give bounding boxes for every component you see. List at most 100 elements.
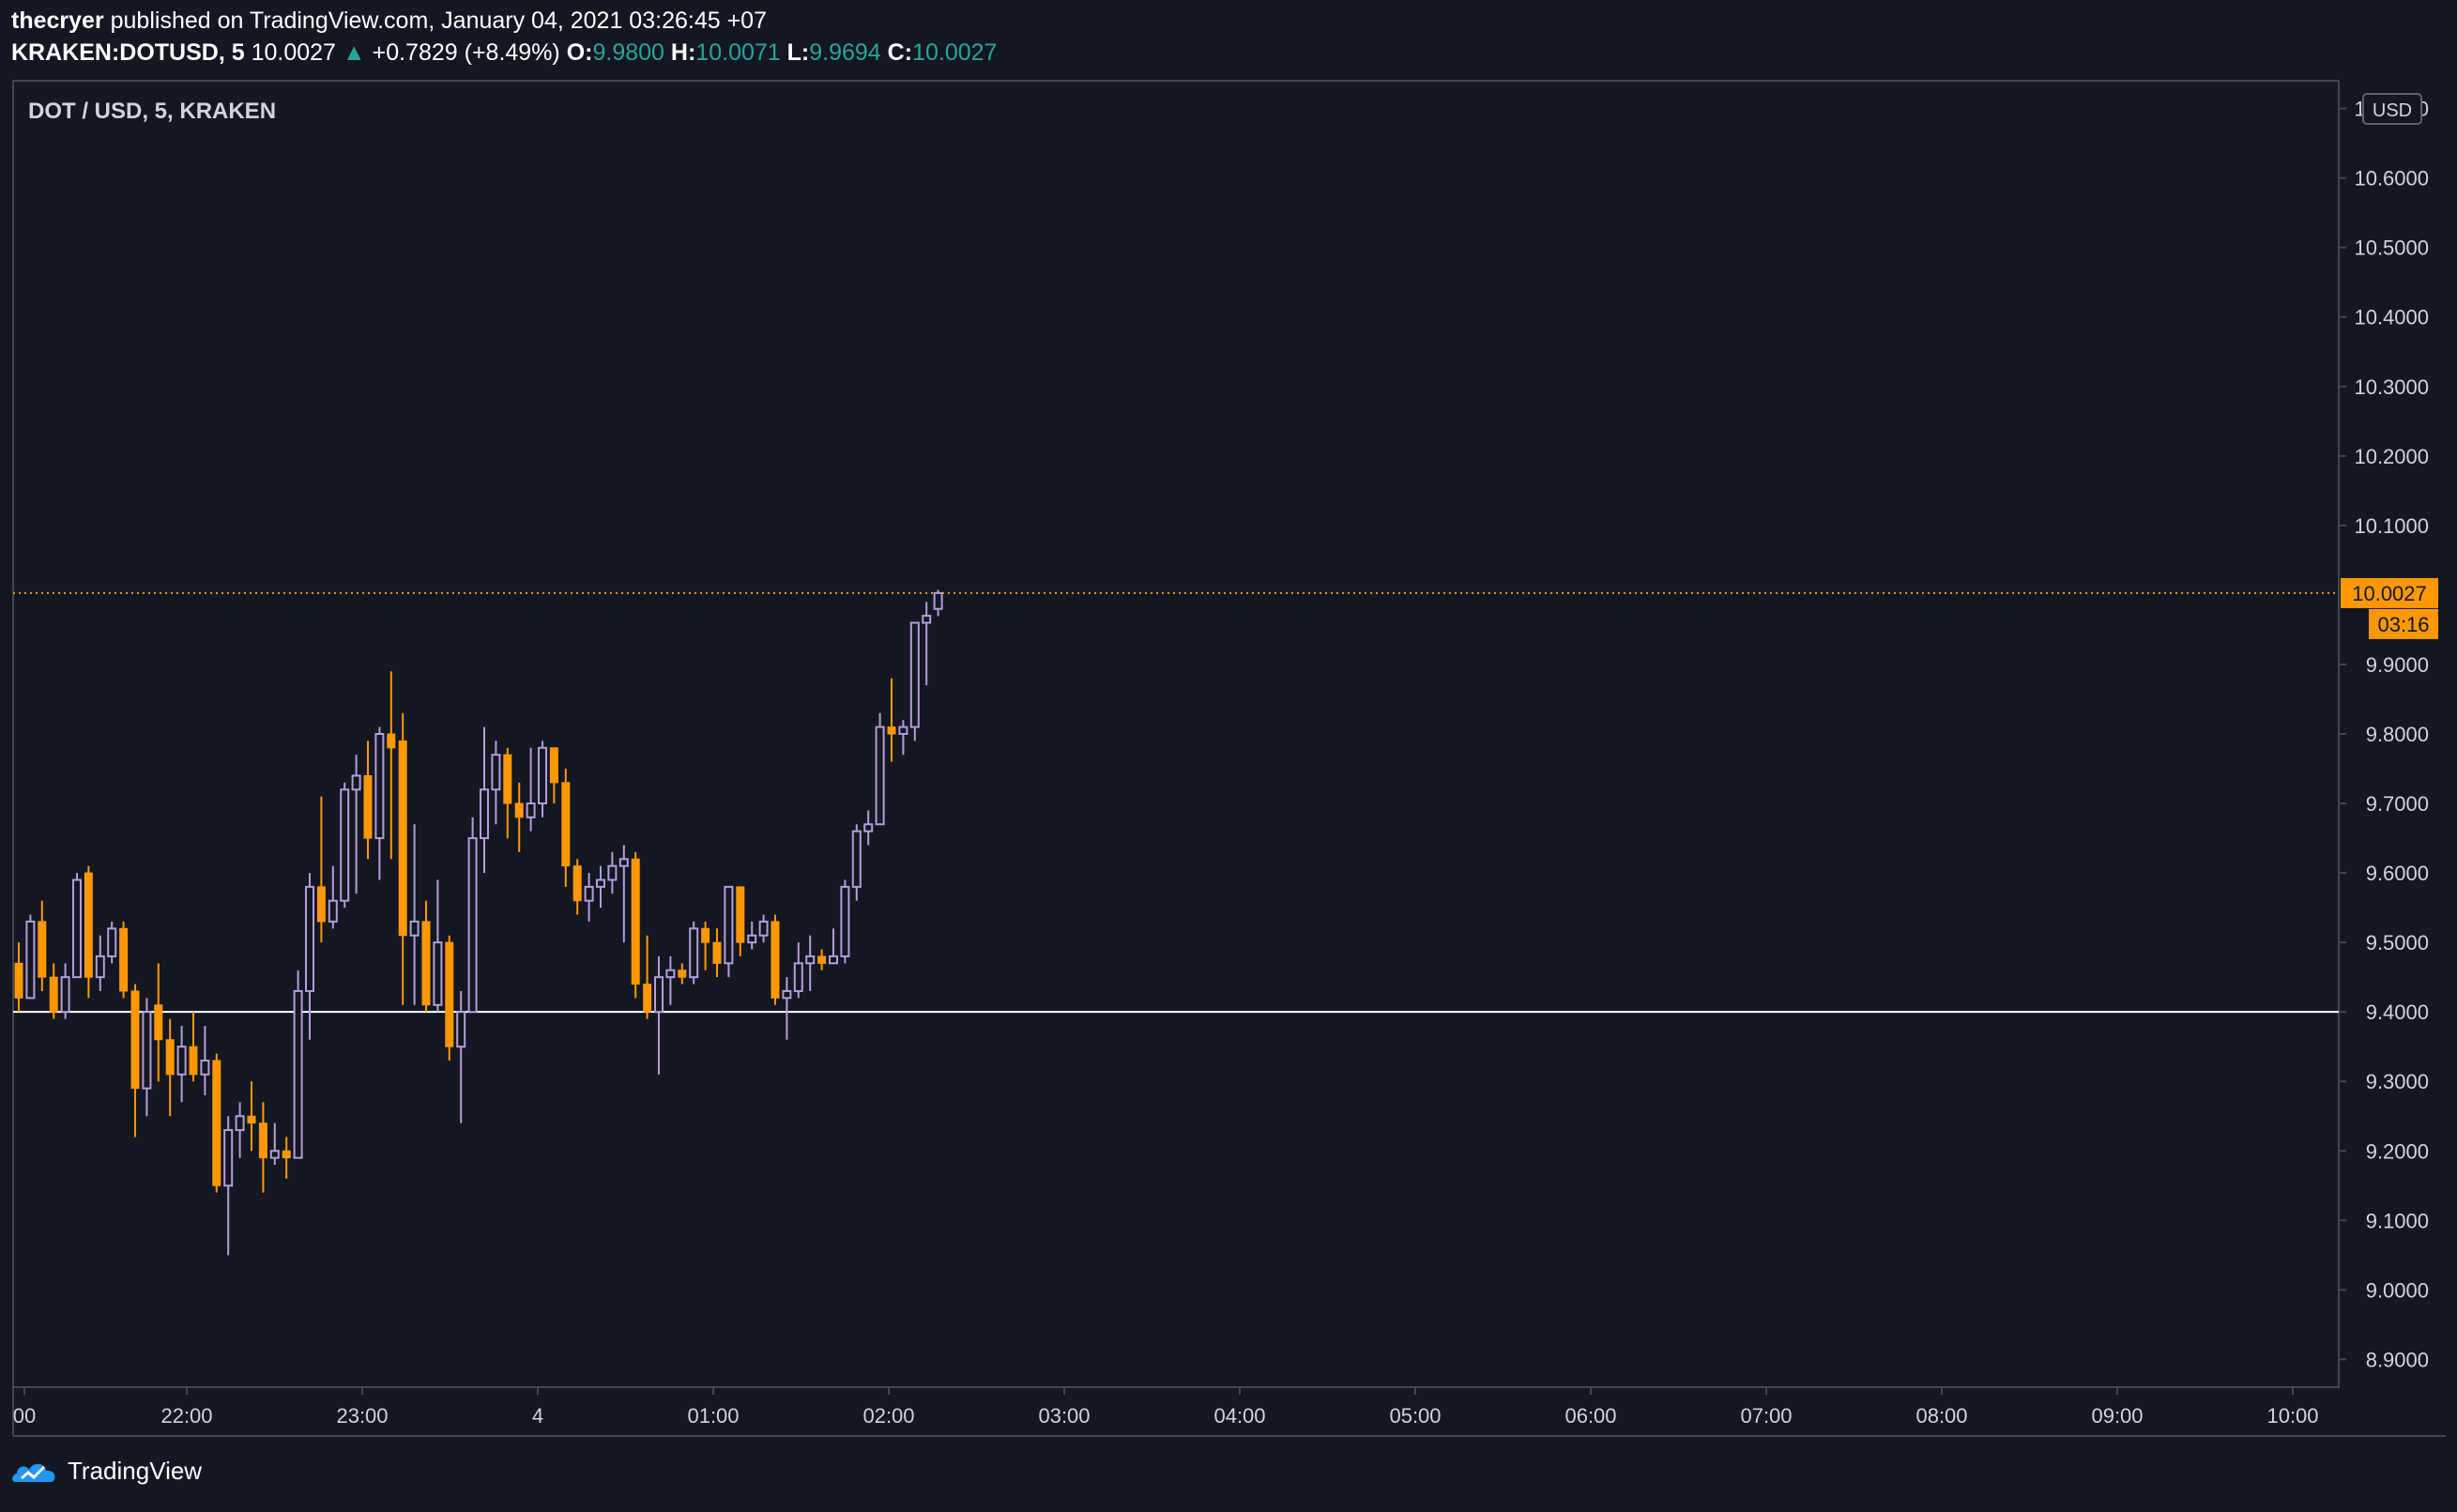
candle-body-up: [689, 927, 699, 979]
candle-body-up: [724, 885, 734, 965]
candle-body-up: [933, 591, 943, 610]
candle-body-down: [701, 927, 710, 943]
low-label: L:: [786, 39, 810, 66]
last-price: 10.0027: [251, 39, 336, 66]
y-tick-label: 10.5000: [2354, 237, 2429, 260]
candle-body-down: [119, 927, 129, 992]
y-tick-label: 9.7000: [2366, 792, 2429, 816]
candle-body-down: [14, 962, 23, 999]
candle-body-down: [212, 1060, 221, 1186]
candle-body-up: [60, 976, 70, 1014]
y-tick-label: 9.9000: [2366, 653, 2429, 677]
candle-body-up: [584, 885, 594, 902]
candle-body-down: [84, 872, 93, 978]
author-name[interactable]: thecryer: [11, 8, 104, 34]
candle-body-up: [829, 955, 838, 965]
low-value: 9.9694: [809, 39, 881, 66]
x-tick-label: 04:00: [1213, 1404, 1265, 1428]
x-tick-label: 01:00: [687, 1404, 739, 1428]
candle-body-up: [805, 955, 816, 965]
x-tick-label: 00: [13, 1404, 36, 1428]
open-label: O:: [566, 39, 593, 66]
candle-body-up: [456, 1011, 466, 1048]
tradingview-footer[interactable]: TradingView: [11, 1457, 202, 1486]
candle-body-down: [712, 941, 722, 964]
up-arrow-icon: ▲: [342, 39, 366, 66]
candle-body-down: [154, 1004, 163, 1041]
x-tick-label: 03:00: [1038, 1404, 1090, 1428]
x-tick-label: 23:00: [336, 1404, 388, 1428]
candle-body-down: [398, 740, 407, 937]
y-tick-label: 9.8000: [2366, 723, 2429, 746]
candle-body-down: [130, 990, 140, 1090]
candle-body-down: [572, 865, 582, 902]
candle-body-down: [631, 858, 640, 985]
candle-body-up: [607, 864, 618, 881]
candle-body-up: [235, 1115, 245, 1132]
y-tick-label: 10.2000: [2354, 445, 2429, 468]
candle-body-down: [258, 1123, 267, 1159]
countdown-label: 03:16: [2377, 613, 2429, 636]
candle-body-up: [269, 1150, 280, 1159]
candle-body-down: [643, 984, 652, 1013]
candle-body-up: [782, 989, 792, 1000]
x-tick-label: 07:00: [1740, 1404, 1792, 1428]
close-label: C:: [887, 39, 913, 66]
open-value: 9.9800: [592, 39, 664, 66]
candle-body-down: [49, 976, 58, 1013]
candle-body-up: [618, 858, 629, 867]
candle-body-up: [95, 955, 105, 979]
y-tick-label: 10.3000: [2354, 375, 2429, 399]
candle-body-down: [887, 726, 896, 735]
publish-info: thecryer published on TradingView.com, J…: [11, 8, 767, 35]
candle-body-down: [817, 955, 827, 964]
y-tick-label: 10.4000: [2354, 306, 2429, 329]
symbol-legend: KRAKEN:DOTUSD, 5 10.0027 ▲ +0.7829 (+8.4…: [11, 39, 997, 67]
y-tick-label: 9.3000: [2366, 1070, 2429, 1093]
candle-body-up: [107, 927, 117, 957]
candle-body-up: [293, 989, 303, 1159]
candle-body-down: [282, 1150, 291, 1159]
candle-body-down: [247, 1115, 256, 1124]
price-change: +0.7829 (+8.49%): [372, 39, 560, 66]
candle-body-down: [38, 921, 47, 978]
currency-label: USD: [2373, 100, 2412, 121]
candle-body-up: [526, 802, 536, 818]
candle-body-up: [340, 788, 350, 902]
candle-body-up: [142, 1011, 152, 1090]
candle-body-up: [793, 962, 803, 992]
x-tick-label: 05:00: [1389, 1404, 1441, 1428]
candle-body-down: [445, 941, 454, 1047]
candle-body-up: [851, 830, 862, 888]
candle-body-up: [922, 615, 932, 624]
candle-body-up: [491, 754, 501, 791]
candle-body-up: [374, 733, 385, 840]
candle-body-up: [328, 899, 338, 923]
currency-badge: [2362, 93, 2422, 125]
x-tick-label: 10:00: [2266, 1404, 2318, 1428]
high-value: 10.0071: [695, 39, 781, 66]
candle-body-up: [467, 837, 478, 1014]
candle-body-up: [840, 885, 850, 957]
candle-body-down: [736, 886, 745, 943]
candle-body-up: [654, 976, 664, 1014]
candle-body-up: [305, 885, 314, 992]
candle-body-up: [875, 725, 885, 826]
tradingview-brand: TradingView: [68, 1457, 203, 1485]
countdown-badge: [2369, 608, 2438, 639]
candle-body-down: [421, 921, 431, 1006]
published-text: published on TradingView.com, January 04…: [110, 8, 767, 34]
x-tick-label: 02:00: [862, 1404, 914, 1428]
candle-body-up: [433, 941, 443, 1006]
candle-body-up: [596, 878, 605, 888]
y-tick-label: 9.4000: [2366, 1000, 2429, 1024]
candle-body-up: [351, 774, 361, 791]
candle-body-down: [316, 886, 326, 923]
candle-body-up: [480, 788, 489, 840]
x-tick-label: 22:00: [160, 1404, 212, 1428]
candle-body-up: [665, 969, 676, 979]
candle-body-down: [189, 1046, 198, 1076]
candle-body-up: [409, 920, 420, 937]
